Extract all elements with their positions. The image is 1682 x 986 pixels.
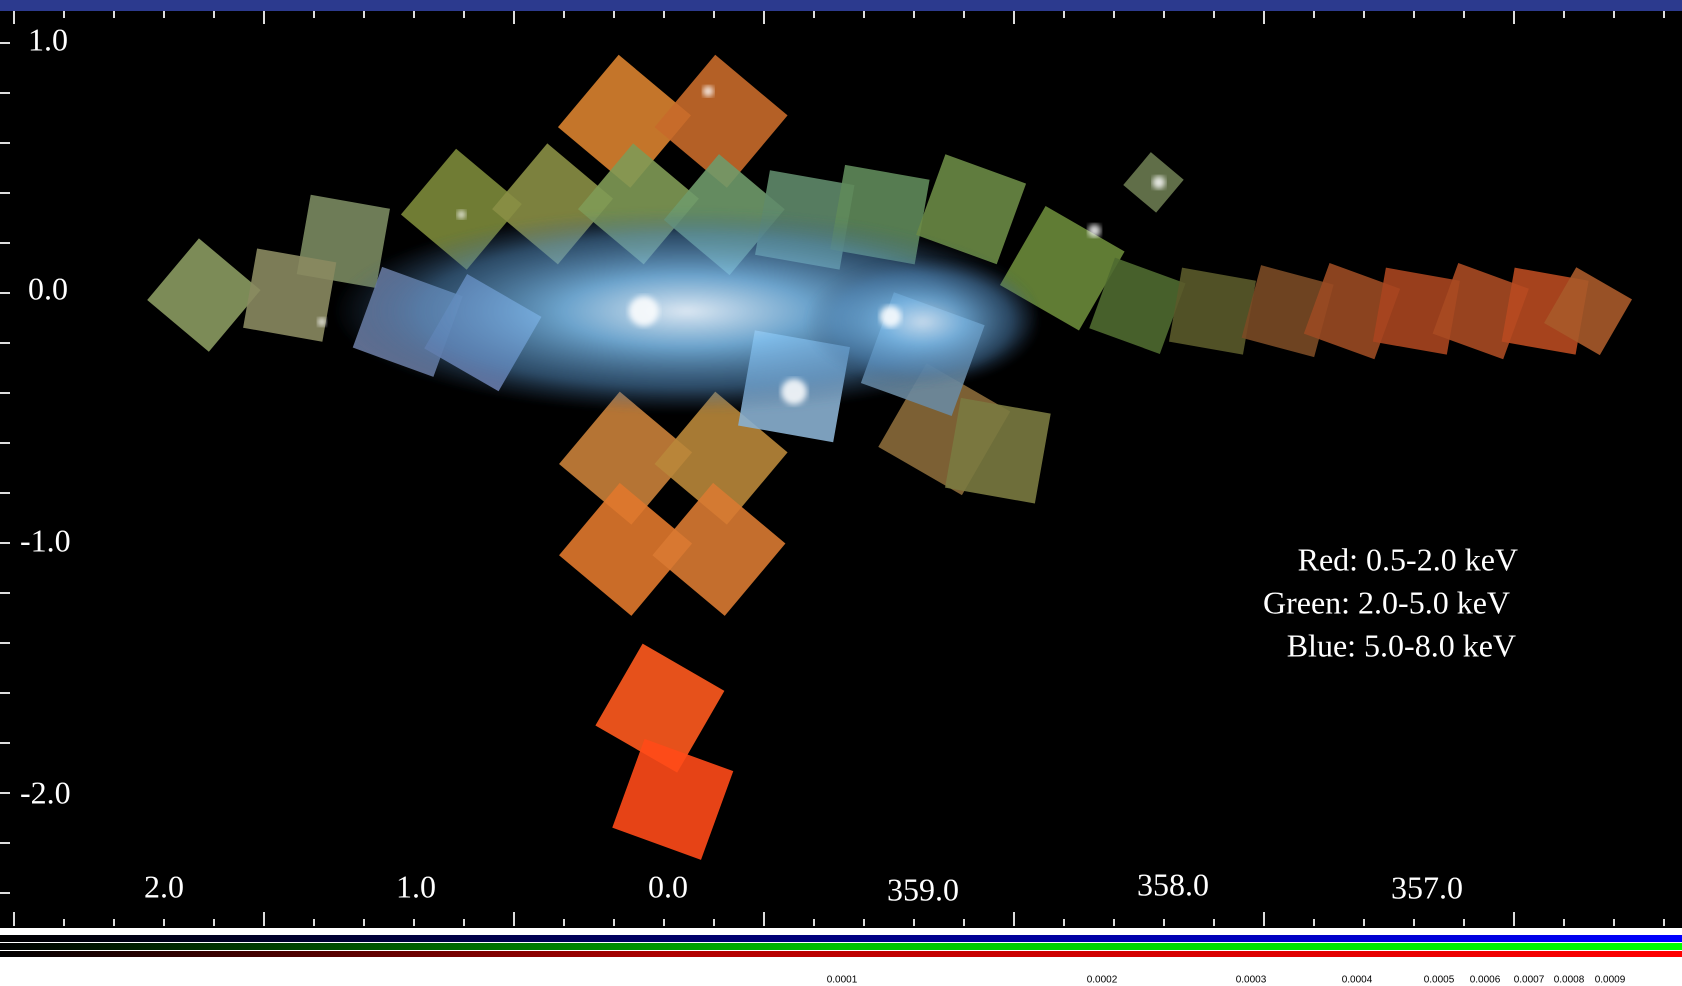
point-source <box>628 296 659 327</box>
legend-line: Blue: 5.0-8.0 keV <box>1287 627 1516 663</box>
central-glow <box>804 257 1041 387</box>
legend-line: Green: 2.0-5.0 keV <box>1263 584 1510 620</box>
mosaic <box>147 54 1633 860</box>
axis-ticks <box>0 11 1665 926</box>
point-source <box>317 317 327 327</box>
y-label: 1.0 <box>28 21 68 57</box>
x-label: 1.0 <box>396 868 436 904</box>
mosaic-tile <box>1168 267 1256 355</box>
point-source <box>1152 175 1166 189</box>
colorbar-blue <box>0 935 1682 942</box>
mosaic-tile <box>945 397 1051 504</box>
x-label: 358.0 <box>1137 866 1209 902</box>
colorbar-label: 0.0003 <box>1236 975 1267 986</box>
mosaic-tile <box>1544 267 1633 356</box>
mosaic-tile <box>916 154 1027 265</box>
colorbar: 0.0001 0.0002 0.0003 0.0004 0.0005 0.000… <box>0 928 1682 986</box>
x-labels: 2.0 1.0 0.0 359.0 358.0 357.0 <box>144 866 1463 907</box>
legend: Red: 0.5-2.0 keV Green: 2.0-5.0 keV Blue… <box>1263 541 1518 663</box>
colorbar-green <box>0 943 1682 950</box>
mosaic-tile <box>147 238 261 352</box>
colorbar-label: 0.0001 <box>827 975 858 986</box>
mosaic-tile <box>559 391 693 525</box>
y-labels: 1.0 0.0 -1.0 -2.0 <box>20 21 71 810</box>
mosaic-tile <box>557 54 691 188</box>
y-label: 0.0 <box>28 270 68 306</box>
colorbar-label: 0.0009 <box>1595 975 1626 986</box>
mosaic-tile <box>612 738 734 860</box>
colorbar-label: 0.0002 <box>1087 975 1118 986</box>
mosaic-tile <box>654 54 788 188</box>
x-label: 359.0 <box>887 871 959 907</box>
y-label: -2.0 <box>20 774 71 810</box>
title-bar <box>0 0 1682 11</box>
mosaic-tile <box>652 482 786 616</box>
point-source <box>457 210 466 219</box>
colorbar-label: 0.0008 <box>1554 975 1585 986</box>
colorbar-label: 0.0007 <box>1514 975 1545 986</box>
point-source <box>781 378 807 405</box>
mosaic-tile <box>1089 257 1186 354</box>
y-label: -1.0 <box>20 522 71 558</box>
mosaic-tile <box>243 248 337 342</box>
x-label: 357.0 <box>1391 869 1463 905</box>
x-label: 0.0 <box>648 868 688 904</box>
colorbar-label: 0.0004 <box>1342 975 1373 986</box>
colorbar-label: 0.0006 <box>1470 975 1501 986</box>
mosaic-tile <box>559 482 693 616</box>
x-label: 2.0 <box>144 868 184 904</box>
legend-line: Red: 0.5-2.0 keV <box>1298 541 1518 577</box>
point-source <box>1088 224 1101 238</box>
point-source <box>879 305 902 328</box>
colorbar-label: 0.0005 <box>1424 975 1455 986</box>
mosaic-tile <box>595 643 725 773</box>
point-source <box>702 85 714 97</box>
colorbar-red <box>0 951 1682 957</box>
